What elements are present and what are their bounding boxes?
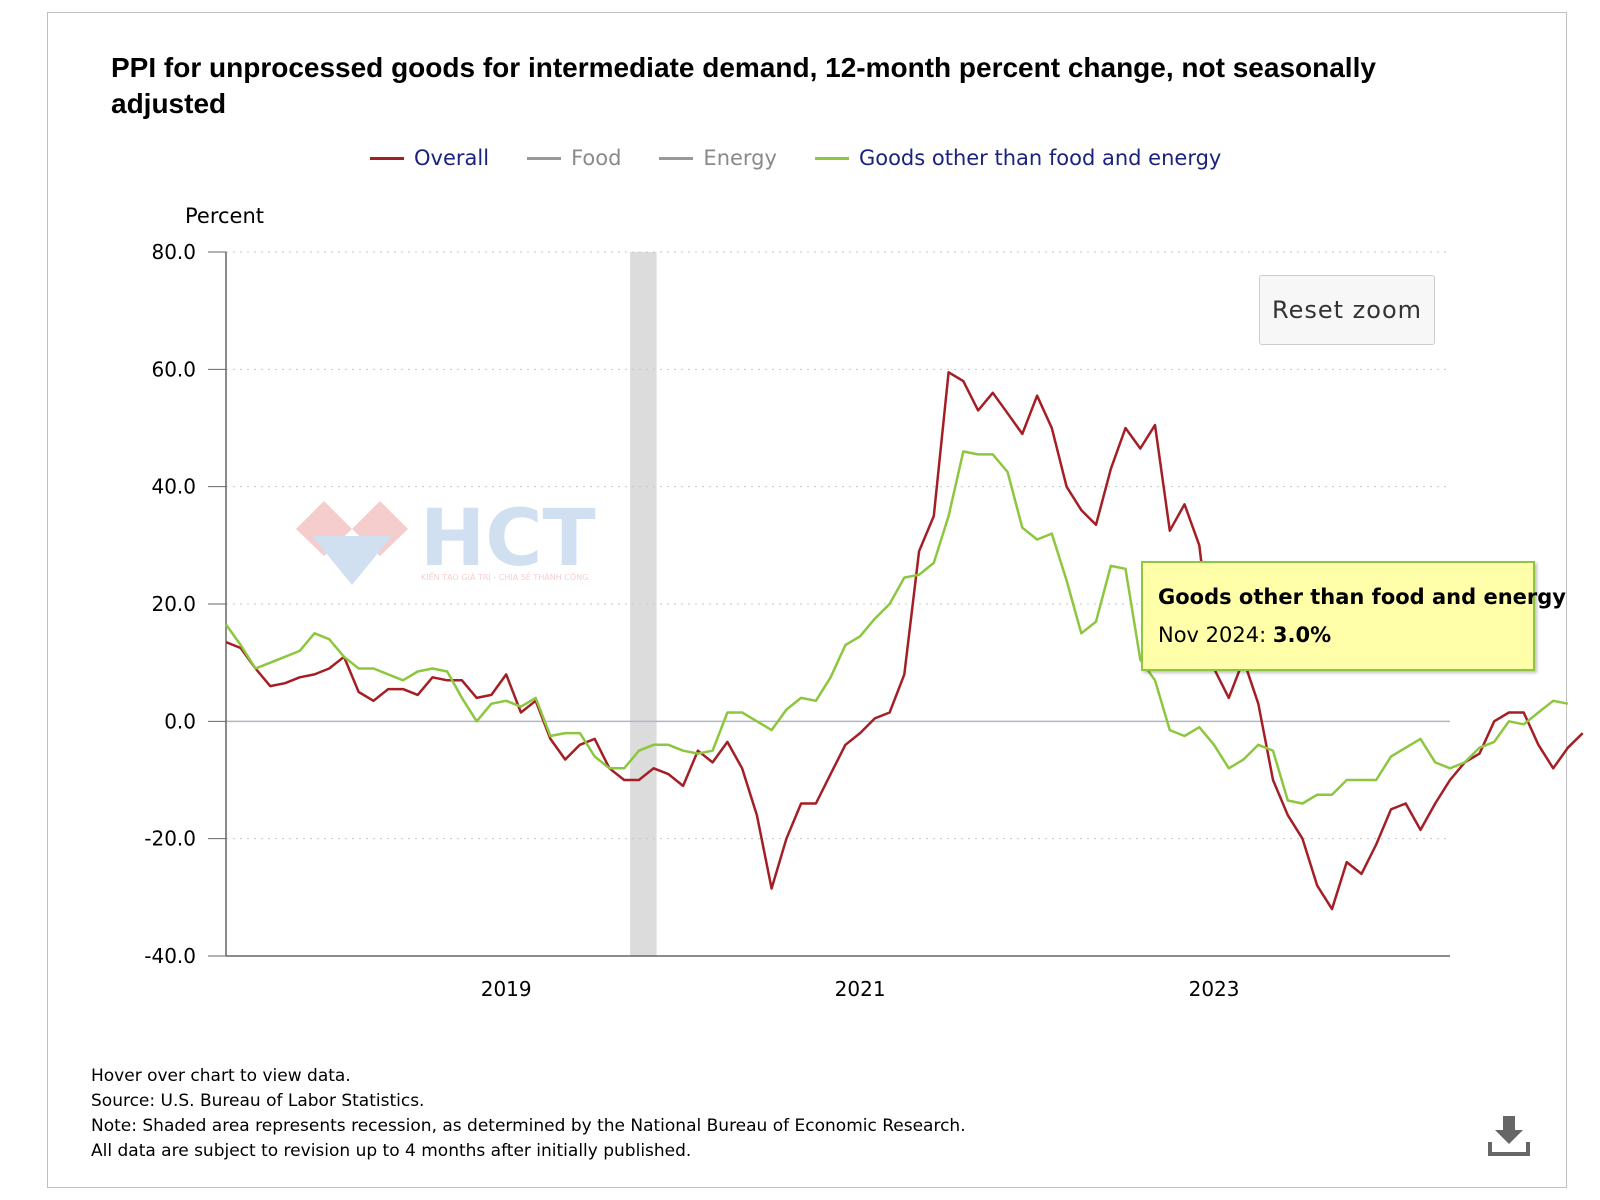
y-axis-title: Percent — [185, 204, 264, 228]
footer-hover-note: Hover over chart to view data. — [91, 1066, 351, 1086]
reset-zoom-button[interactable]: Reset zoom — [1259, 275, 1435, 345]
watermark-diamond-left — [296, 501, 352, 556]
legend-label-food: Food — [571, 146, 622, 170]
footer-recession-note: Note: Shaded area represents recession, … — [91, 1116, 966, 1136]
legend-item-food[interactable]: Food — [527, 146, 621, 170]
y-tick-label: 80.0 — [151, 240, 196, 264]
x-tick-label: 2023 — [1189, 977, 1240, 1001]
y-tick-label: 40.0 — [151, 475, 196, 499]
chart-footer: Hover over chart to view data. Source: U… — [91, 1064, 966, 1164]
watermark-diamond-bottom — [312, 536, 392, 585]
legend-swatch-food — [527, 156, 562, 160]
hct-watermark: HCT KIẾN TẠO GIÁ TRỊ - CHIA SẺ THÀNH CÔN… — [296, 494, 596, 585]
tooltip-period: Nov 2024 — [1158, 623, 1260, 647]
tooltip-value: 3.0% — [1272, 623, 1332, 647]
chart-title: PPI for unprocessed goods for intermedia… — [111, 52, 1376, 119]
legend-label-overall: Overall — [414, 146, 490, 170]
watermark-diamond-right — [352, 501, 408, 556]
watermark-brand: HCT — [420, 494, 596, 584]
y-tick-label: 0.0 — [164, 709, 196, 733]
legend-item-energy[interactable]: Energy — [659, 146, 777, 170]
footer-source: Source: U.S. Bureau of Labor Statistics. — [91, 1091, 425, 1111]
legend: Overall Food Energy Goods other than foo… — [370, 146, 1259, 170]
legend-swatch-energy — [659, 156, 694, 160]
download-icon[interactable] — [1486, 1112, 1532, 1158]
y-tick-label: 20.0 — [151, 592, 196, 616]
data-tooltip: Goods other than food and energy Nov 202… — [1141, 561, 1566, 671]
x-tick-label: 2019 — [481, 977, 532, 1001]
y-tick-label: -40.0 — [144, 944, 196, 968]
legend-label-goods-other: Goods other than food and energy — [858, 146, 1222, 170]
legend-label-energy: Energy — [703, 146, 777, 170]
y-tick-label: -20.0 — [144, 827, 196, 851]
tooltip-value-row: Nov 2024: 3.0% — [1158, 623, 1332, 647]
x-tick-label: 2021 — [835, 977, 886, 1001]
tooltip-series-name: Goods other than food and energy — [1158, 585, 1566, 609]
series-line-goods-other[interactable] — [224, 450, 1569, 805]
legend-item-goods-other[interactable]: Goods other than food and energy — [814, 146, 1222, 170]
y-tick-label: 60.0 — [151, 357, 196, 381]
footer-revision-note: All data are subject to revision up to 4… — [91, 1141, 692, 1161]
legend-swatch-goods-other — [814, 156, 849, 160]
watermark-tagline: KIẾN TẠO GIÁ TRỊ - CHIA SẺ THÀNH CÔNG — [421, 571, 588, 583]
legend-swatch-overall — [370, 156, 404, 160]
legend-item-overall[interactable]: Overall — [370, 146, 489, 170]
recession-shading — [630, 252, 657, 956]
